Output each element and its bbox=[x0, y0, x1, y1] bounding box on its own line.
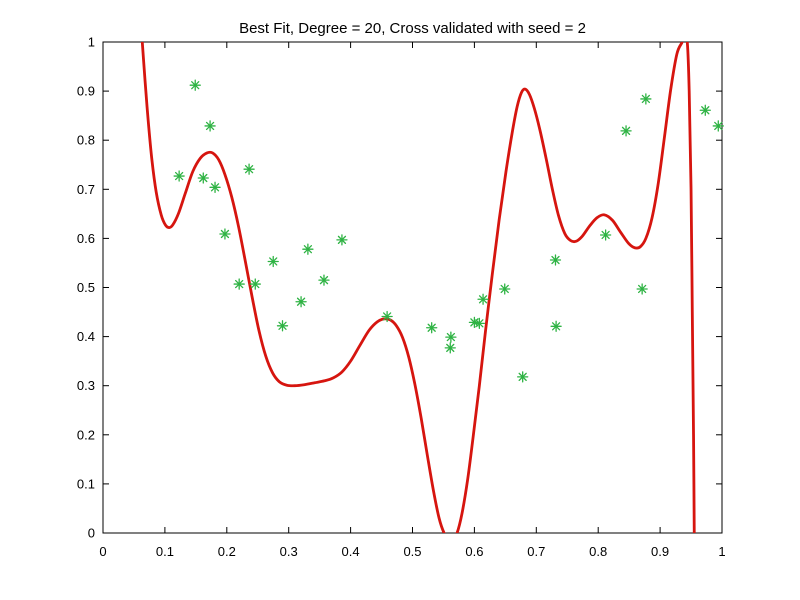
y-tick-label: 0.3 bbox=[77, 378, 95, 393]
data-point-asterisk bbox=[477, 293, 489, 305]
asterisk-arm-d2 bbox=[641, 94, 651, 104]
asterisk-arm-d2 bbox=[251, 279, 260, 289]
y-tick-label: 0.2 bbox=[77, 427, 95, 442]
asterisk-arm-d2 bbox=[319, 275, 329, 285]
asterisk-arm-d2 bbox=[551, 322, 561, 331]
data-point-asterisk bbox=[499, 283, 511, 295]
data-point-asterisk bbox=[517, 371, 529, 383]
y-tick-label: 1 bbox=[88, 35, 95, 50]
x-tick-label: 0.3 bbox=[280, 544, 298, 559]
data-point-asterisk bbox=[381, 310, 393, 323]
asterisk-arm-d2 bbox=[174, 171, 184, 181]
data-point-asterisk bbox=[620, 125, 632, 137]
y-tick-label: 0.8 bbox=[77, 133, 95, 148]
data-point-asterisk bbox=[640, 93, 652, 105]
data-point-asterisk bbox=[243, 163, 255, 175]
data-point-asterisk bbox=[204, 120, 216, 132]
asterisk-arm-d2 bbox=[551, 255, 560, 265]
asterisk-arm-d2 bbox=[303, 245, 313, 254]
best-fit-curve bbox=[140, 42, 696, 533]
asterisk-arm-d2 bbox=[478, 295, 488, 304]
x-tick-label: 0.1 bbox=[156, 544, 174, 559]
asterisk-arm-d2 bbox=[475, 319, 484, 328]
data-point-asterisk bbox=[599, 229, 612, 241]
asterisk-arm-d2 bbox=[191, 81, 200, 90]
x-tick-label: 1 bbox=[718, 544, 725, 559]
asterisk-arm-d2 bbox=[337, 235, 347, 245]
asterisk-arm-d2 bbox=[278, 321, 287, 330]
asterisk-arm-d2 bbox=[500, 284, 509, 294]
asterisk-arm-d2 bbox=[382, 312, 392, 321]
data-point-asterisk bbox=[699, 104, 711, 116]
asterisk-arm-d2 bbox=[637, 284, 647, 294]
asterisk-arm-d2 bbox=[205, 121, 215, 131]
x-tick-label: 0 bbox=[99, 544, 106, 559]
y-tick-label: 0.6 bbox=[77, 231, 95, 246]
asterisk-arm-d2 bbox=[296, 297, 306, 306]
data-point-asterisk bbox=[636, 283, 648, 295]
asterisk-arm-d2 bbox=[199, 173, 208, 183]
data-point-asterisk bbox=[712, 120, 724, 132]
asterisk-arm-d2 bbox=[518, 372, 527, 382]
axes-box bbox=[102, 41, 723, 534]
x-tick-label: 0.5 bbox=[403, 544, 421, 559]
asterisk-arm-d2 bbox=[714, 121, 723, 131]
data-point-asterisk bbox=[233, 278, 245, 290]
y-tick-label: 0 bbox=[88, 526, 95, 541]
data-point-asterisk bbox=[473, 317, 486, 329]
data-point-asterisk bbox=[267, 255, 279, 268]
x-tick-label: 0.6 bbox=[465, 544, 483, 559]
data-point-asterisk bbox=[550, 320, 562, 332]
data-point-asterisk bbox=[219, 228, 231, 240]
asterisk-arm-d2 bbox=[244, 165, 254, 174]
data-point-asterisk bbox=[295, 296, 307, 308]
asterisk-arm-d2 bbox=[220, 229, 230, 239]
y-tick-label: 0.9 bbox=[77, 84, 95, 99]
scatter-layer bbox=[173, 79, 724, 383]
fit-curve-layer bbox=[140, 42, 696, 533]
y-tick-label: 0.1 bbox=[77, 476, 95, 491]
data-point-asterisk bbox=[318, 274, 330, 286]
data-point-asterisk bbox=[549, 254, 562, 266]
data-point-asterisk bbox=[249, 278, 261, 290]
data-point-asterisk bbox=[302, 243, 314, 255]
asterisk-arm-d2 bbox=[621, 126, 631, 136]
asterisk-arm-d2 bbox=[446, 343, 455, 353]
asterisk-arm-d2 bbox=[446, 332, 456, 342]
x-tick-label: 0.9 bbox=[651, 544, 669, 559]
chart-title: Best Fit, Degree = 20, Cross validated w… bbox=[239, 20, 586, 37]
data-point-asterisk bbox=[336, 234, 348, 246]
data-point-asterisk bbox=[189, 79, 201, 91]
asterisk-arm-d2 bbox=[235, 279, 244, 289]
data-point-asterisk bbox=[276, 320, 289, 332]
asterisk-arm-d2 bbox=[601, 230, 610, 240]
data-point-asterisk bbox=[426, 322, 438, 334]
asterisk-arm-d2 bbox=[210, 183, 220, 192]
x-tick-label: 0.8 bbox=[589, 544, 607, 559]
asterisk-arm-d2 bbox=[701, 106, 710, 115]
data-point-asterisk bbox=[445, 331, 457, 343]
y-tick-label: 0.7 bbox=[77, 182, 95, 197]
x-tick-label: 0.2 bbox=[218, 544, 236, 559]
x-tick-label: 0.4 bbox=[342, 544, 360, 559]
y-tick-label: 0.4 bbox=[77, 329, 95, 344]
data-point-asterisk bbox=[173, 170, 185, 182]
asterisk-arm-d2 bbox=[427, 323, 436, 332]
data-point-asterisk bbox=[197, 172, 209, 184]
data-point-asterisk bbox=[444, 342, 456, 354]
data-point-asterisk bbox=[209, 181, 221, 193]
asterisk-arm-d2 bbox=[269, 257, 278, 266]
y-tick-label: 0.5 bbox=[77, 280, 95, 295]
x-tick-label: 0.7 bbox=[527, 544, 545, 559]
